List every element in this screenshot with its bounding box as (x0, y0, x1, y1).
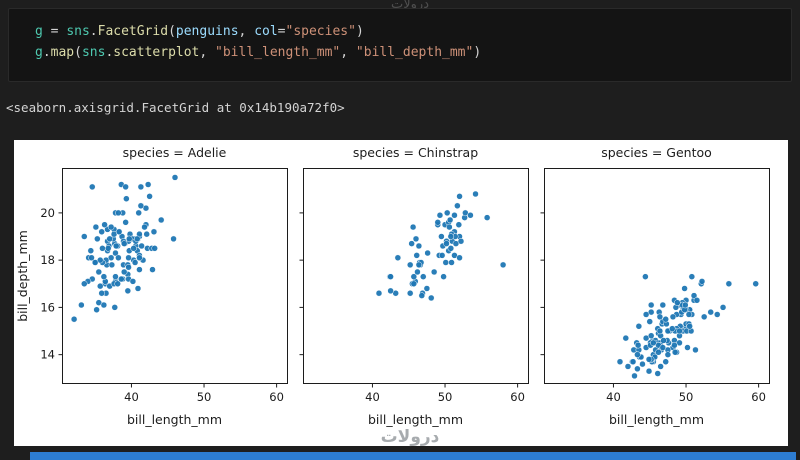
svg-text:14: 14 (40, 348, 55, 362)
scatter-plot-adelie: 40 50 60 14 16 18 20 (40, 168, 288, 404)
x-axis-label-gentoo: bill_length_mm (609, 412, 704, 427)
scatter-plot-gentoo: 40 50 60 (540, 168, 770, 404)
watermark-bottom: درولات (380, 427, 440, 447)
svg-text:60: 60 (269, 390, 284, 404)
svg-text:40: 40 (124, 390, 139, 404)
facetgrid-figure: species = Adelie species = Chinstrap spe… (15, 145, 770, 427)
scatter-plot-chinstrap: 40 50 60 (299, 168, 529, 404)
code-cell[interactable]: g = sns.FacetGrid(penguins, col="species… (8, 8, 792, 82)
x-axis-label-chinstrap: bill_length_mm (368, 412, 463, 427)
svg-text:60: 60 (510, 390, 525, 404)
subplot-title-gentoo: species = Gentoo (601, 145, 712, 160)
svg-text:40: 40 (606, 390, 621, 404)
svg-text:50: 50 (438, 390, 453, 404)
code-lines: g = sns.FacetGrid(penguins, col="species… (35, 24, 482, 60)
svg-text:50: 50 (679, 390, 694, 404)
svg-text:50: 50 (197, 390, 212, 404)
bottom-accent-bar (30, 452, 796, 460)
svg-text:40: 40 (365, 390, 380, 404)
x-axis-label-adelie: bill_length_mm (127, 412, 222, 427)
svg-text:60: 60 (751, 390, 766, 404)
output-repr: <seaborn.axisgrid.FacetGrid at 0x14b190a… (6, 100, 345, 115)
subplot-title-adelie: species = Adelie (123, 145, 227, 160)
facetgrid-figure-output: species = Adelie species = Chinstrap spe… (14, 140, 788, 446)
svg-text:16: 16 (40, 300, 55, 314)
subplot-title-chinstrap: species = Chinstrap (353, 145, 478, 160)
svg-text:18: 18 (40, 253, 55, 267)
y-axis-label: bill_depth_mm (15, 230, 30, 322)
svg-text:20: 20 (40, 206, 55, 220)
